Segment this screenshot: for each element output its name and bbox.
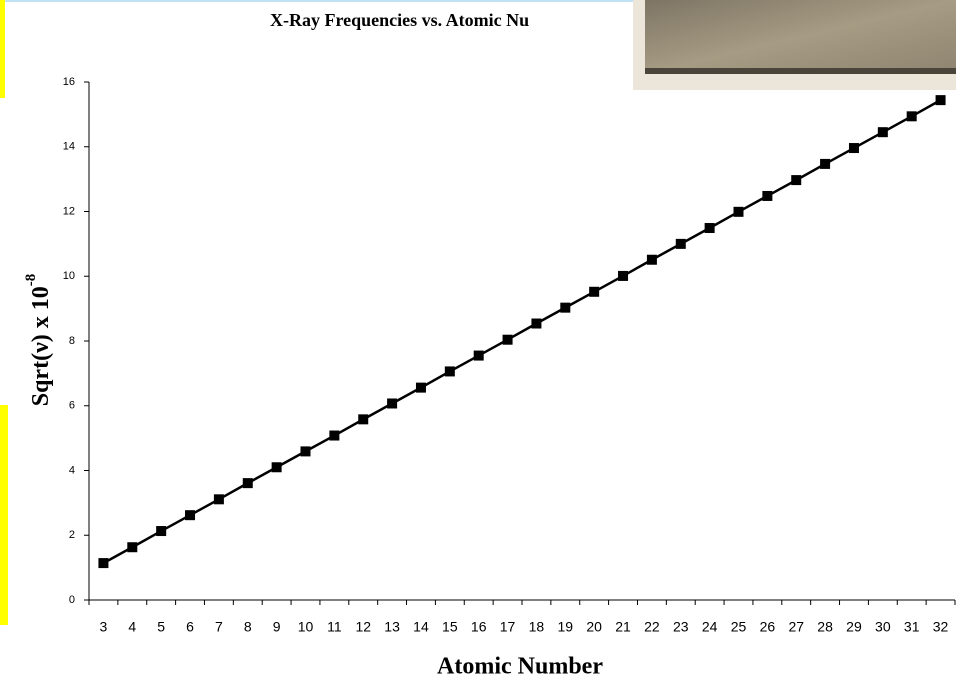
y-axis-label: Sqrt(ν) x 10-8 [23, 274, 53, 407]
page: {"chart_data": {"type": "line", "title":… [0, 0, 956, 681]
data-point [301, 446, 311, 456]
data-point [445, 366, 455, 376]
photo-shadow [645, 68, 956, 74]
x-tick-label: 19 [558, 619, 574, 635]
data-point [531, 319, 541, 329]
x-tick-label: 32 [933, 619, 949, 635]
data-point [791, 175, 801, 185]
x-tick-label: 14 [413, 619, 429, 635]
data-point [907, 111, 917, 121]
photo [645, 0, 956, 74]
data-point [127, 542, 137, 552]
x-tick-label: 26 [760, 619, 776, 635]
highlight-bar [0, 0, 5, 98]
x-tick-label: 5 [157, 619, 165, 635]
x-tick-label: 30 [875, 619, 891, 635]
y-tick-label: 4 [69, 464, 75, 476]
chart-title: X-Ray Frequencies vs. Atomic Nu [270, 10, 529, 30]
y-tick-label: 16 [63, 76, 75, 88]
top-border [0, 0, 640, 2]
x-tick-label: 21 [615, 619, 631, 635]
x-tick-label: 12 [355, 619, 371, 635]
x-tick-label: 13 [384, 619, 400, 635]
data-point [358, 414, 368, 424]
data-point [849, 143, 859, 153]
data-point [98, 558, 108, 568]
data-point [589, 287, 599, 297]
y-tick-label: 10 [63, 270, 75, 282]
data-point [878, 127, 888, 137]
x-tick-label: 27 [788, 619, 804, 635]
x-tick-label: 22 [644, 619, 660, 635]
chart: X-Ray Frequencies vs. Atomic Nu Atomic N… [0, 0, 956, 681]
x-tick-label: 20 [586, 619, 602, 635]
data-point [185, 510, 195, 520]
data-point [503, 335, 513, 345]
data-point [676, 239, 686, 249]
y-tick-label: 14 [63, 141, 75, 153]
x-tick-label: 31 [904, 619, 920, 635]
x-tick-label: 7 [215, 619, 223, 635]
x-tick-label: 15 [442, 619, 458, 635]
y-tick-label: 2 [69, 529, 75, 541]
x-tick-label: 23 [673, 619, 689, 635]
data-point [820, 159, 830, 169]
data-point [243, 478, 253, 488]
data-point [329, 431, 339, 441]
data-point [214, 494, 224, 504]
x-tick-label: 29 [846, 619, 862, 635]
y-tick-label: 12 [63, 205, 75, 217]
x-tick-label: 6 [186, 619, 194, 635]
data-point [272, 462, 282, 472]
highlight-bar [0, 405, 8, 625]
data-line [103, 100, 940, 563]
x-tick-label: 11 [327, 619, 342, 635]
x-tick-label: 3 [100, 619, 108, 635]
y-label-text: Sqrt(ν) x 10 [28, 286, 54, 406]
x-tick-label: 10 [298, 619, 314, 635]
data-point [734, 207, 744, 217]
y-label-exponent: -8 [23, 274, 39, 287]
y-tick-label: 0 [69, 594, 75, 606]
data-point [705, 223, 715, 233]
x-tick-label: 28 [817, 619, 833, 635]
data-point [560, 303, 570, 313]
x-tick-label: 25 [731, 619, 747, 635]
data-point [474, 351, 484, 361]
x-tick-label: 17 [500, 619, 516, 635]
x-tick-label: 18 [529, 619, 545, 635]
x-tick-label: 4 [128, 619, 136, 635]
x-axis-label: Atomic Number [437, 654, 603, 680]
data-point [762, 191, 772, 201]
x-tick-label: 16 [471, 619, 487, 635]
data-point [416, 383, 426, 393]
x-tick-label: 24 [702, 619, 718, 635]
data-point [156, 526, 166, 536]
data-point [387, 398, 397, 408]
data-point [618, 271, 628, 281]
data-point [936, 95, 946, 105]
x-tick-label: 8 [244, 619, 252, 635]
y-tick-label: 6 [69, 400, 75, 412]
y-tick-label: 8 [69, 335, 75, 347]
x-tick-label: 9 [273, 619, 281, 635]
data-point [647, 255, 657, 265]
